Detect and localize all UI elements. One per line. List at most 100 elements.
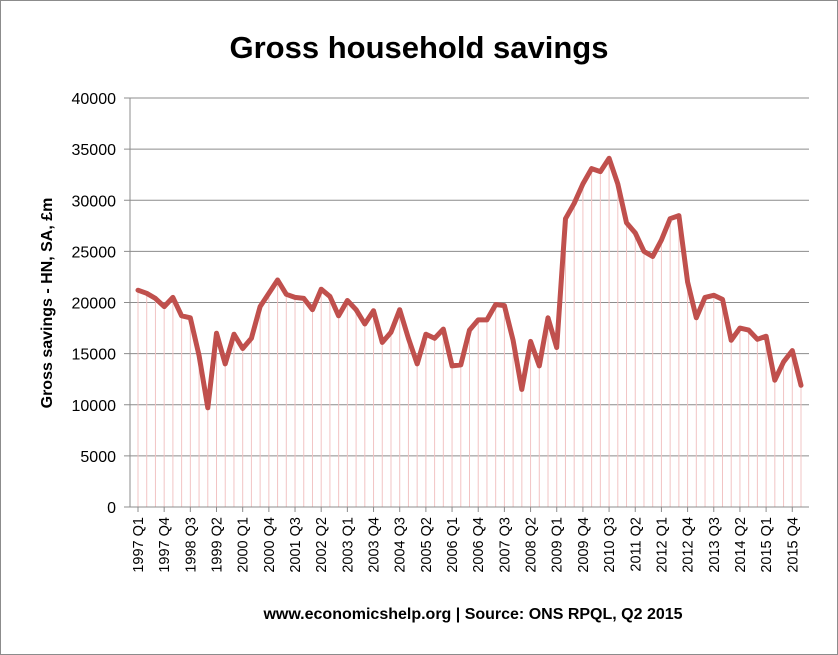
data-point [484, 317, 490, 323]
data-point [467, 327, 472, 333]
data-point [318, 287, 324, 292]
data-point [380, 340, 385, 345]
data-point [624, 220, 629, 225]
data-point [493, 302, 498, 307]
y-tick-label: 5000 [80, 449, 116, 466]
data-point [144, 291, 149, 296]
data-point [441, 326, 446, 332]
x-tick-label: 2009 Q1 [550, 517, 566, 573]
data-point [196, 353, 202, 358]
x-tick-label: 2006 Q1 [445, 517, 461, 573]
data-point [659, 237, 664, 243]
data-point [676, 213, 682, 218]
y-tick-label: 25000 [72, 244, 117, 261]
x-tick-label: 1999 Q2 [210, 517, 226, 573]
data-point [519, 387, 525, 392]
data-point [790, 348, 795, 353]
series-savings [135, 155, 804, 411]
y-tick-labels: 0 5000 10000 15000 20000 25000 30000 35000 40000 [72, 91, 117, 517]
data-point [310, 307, 315, 312]
data-point [388, 329, 394, 335]
data-point [336, 313, 341, 318]
x-tick-label: 2003 Q1 [340, 517, 356, 573]
data-point [266, 291, 272, 296]
data-point [301, 296, 306, 301]
y-tick-label: 35000 [72, 142, 117, 159]
y-tick-label: 10000 [72, 398, 117, 415]
data-point [345, 298, 350, 303]
data-point [170, 295, 176, 300]
data-point [458, 362, 463, 368]
data-point [502, 303, 507, 308]
x-tick-labels: 1997 Q1 1997 Q4 1998 Q3 1999 Q2 2000 Q1 2000 … [131, 517, 801, 573]
data-point [598, 169, 603, 174]
data-point [545, 315, 551, 321]
data-point [510, 338, 516, 343]
data-point [161, 304, 167, 309]
x-tick-label: 2010 Q3 [602, 517, 618, 573]
y-tick-label: 40000 [72, 91, 117, 108]
x-tick-label: 2015 Q1 [759, 517, 775, 573]
data-point [694, 315, 699, 321]
data-point [414, 361, 420, 367]
chart-title: Gross household savings [230, 30, 609, 65]
data-point [755, 337, 760, 342]
data-point [249, 336, 254, 341]
data-point [702, 295, 708, 300]
data-point [763, 334, 769, 339]
data-point [423, 331, 429, 337]
x-tick-label: 1998 Q3 [183, 517, 199, 573]
x-tick-label: 2015 Q4 [785, 517, 801, 573]
data-point [737, 325, 743, 331]
data-point [772, 378, 778, 383]
data-point [284, 292, 289, 297]
data-point [231, 331, 237, 337]
x-tick-label: 1997 Q1 [131, 517, 147, 573]
data-point [554, 345, 559, 350]
data-point [362, 321, 368, 327]
data-point [432, 336, 437, 341]
data-point [223, 361, 228, 367]
data-point [685, 279, 690, 285]
data-point [214, 330, 219, 336]
x-tick-label: 1997 Q4 [157, 517, 173, 573]
x-tick-label: 2005 Q2 [419, 517, 435, 573]
data-point [275, 277, 280, 283]
y-tick-label: 15000 [72, 347, 117, 364]
x-tick-label: 2000 Q1 [236, 517, 252, 573]
x-tick-label: 2014 Q2 [733, 517, 749, 573]
data-point [406, 336, 411, 341]
y-tick-label: 20000 [72, 296, 117, 313]
data-point [153, 296, 158, 301]
data-point [205, 405, 210, 411]
data-point [397, 307, 402, 312]
x-tick-label: 2013 Q3 [707, 517, 723, 573]
data-point [667, 216, 673, 221]
x-tick-label: 2002 Q2 [314, 517, 330, 573]
data-point [476, 317, 481, 323]
data-point [589, 166, 594, 171]
data-point [571, 201, 577, 206]
data-point [781, 359, 786, 365]
data-point [641, 249, 647, 254]
data-point [257, 304, 263, 309]
data-point [449, 363, 455, 369]
data-point [720, 297, 725, 302]
x-tick-label: 2001 Q3 [288, 517, 304, 573]
data-point [633, 230, 638, 236]
x-tick-label: 2011 Q2 [628, 517, 644, 572]
x-tick-label: 2012 Q4 [681, 517, 697, 573]
data-point [528, 339, 533, 344]
data-point [650, 254, 655, 259]
data-point [371, 308, 376, 313]
source-note: www.economicshelp.org | Source: ONS RPQL… [262, 606, 682, 623]
data-point [563, 216, 568, 221]
data-point [353, 307, 359, 312]
data-point [135, 288, 141, 293]
data-point [615, 181, 621, 187]
y-axis-title: Gross savings - HN, SA, £m [39, 198, 56, 409]
data-point [711, 293, 716, 298]
x-tick-label: 2004 Q3 [393, 517, 409, 573]
data-point [606, 156, 612, 161]
